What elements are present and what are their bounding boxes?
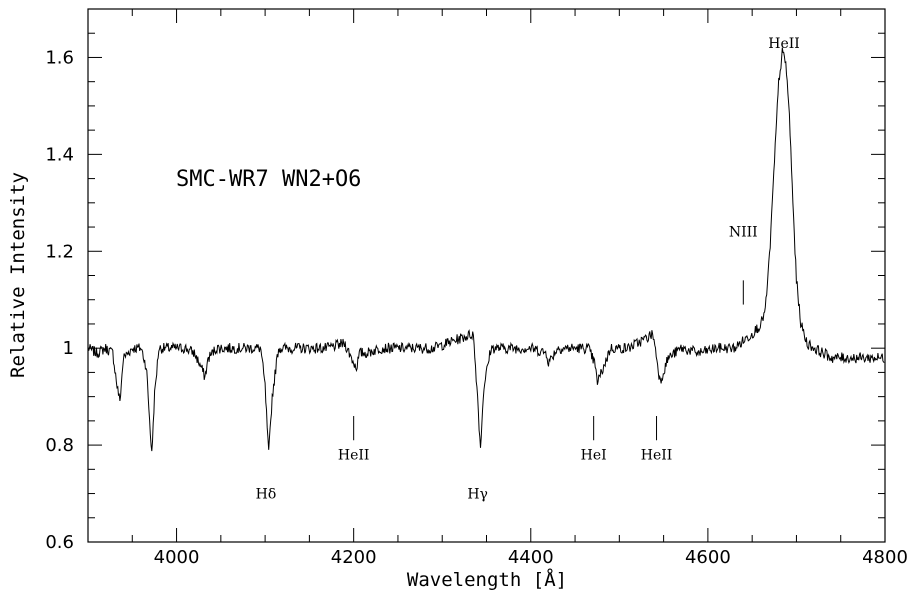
y-tick-label: 1	[63, 338, 74, 359]
plot-frame	[87, 8, 886, 543]
line-label: NIII	[729, 225, 758, 241]
y-axis-title: Relative Intensity	[7, 172, 29, 378]
plot-border	[87, 8, 886, 543]
line-label: Hδ	[256, 486, 277, 502]
y-tick-label: 1.4	[45, 144, 74, 165]
spectrum-line	[87, 47, 885, 452]
tick-labels: 4000 4200 4400 4600 4800 0.6 0.8 1 1.2 1.4 1.6	[45, 47, 908, 568]
line-label: HeII	[641, 448, 673, 464]
x-axis-title: Wavelength [Å]	[407, 568, 567, 591]
y-tick-label: 0.8	[45, 435, 74, 456]
y-tick-label: 1.6	[45, 47, 74, 68]
line-label: HeI	[581, 448, 607, 464]
x-tick-label: 4400	[508, 547, 554, 568]
line-label: HeII	[338, 448, 370, 464]
line-label: HeII	[768, 36, 800, 52]
x-tick-label: 4800	[862, 547, 908, 568]
x-tick-label: 4200	[331, 547, 377, 568]
line-label: Hγ	[467, 486, 488, 502]
chart-title: SMC-WR7 WN2+O6	[176, 167, 361, 192]
line-annotations: HeII NIII HeII Hδ Hγ HeI HeII	[256, 36, 800, 503]
y-tick-label: 0.6	[45, 532, 74, 553]
axis-ticks	[87, 8, 886, 543]
spectrum-series	[87, 47, 885, 452]
x-tick-label: 4600	[685, 547, 731, 568]
y-tick-label: 1.2	[45, 241, 74, 262]
x-tick-label: 4000	[154, 547, 200, 568]
